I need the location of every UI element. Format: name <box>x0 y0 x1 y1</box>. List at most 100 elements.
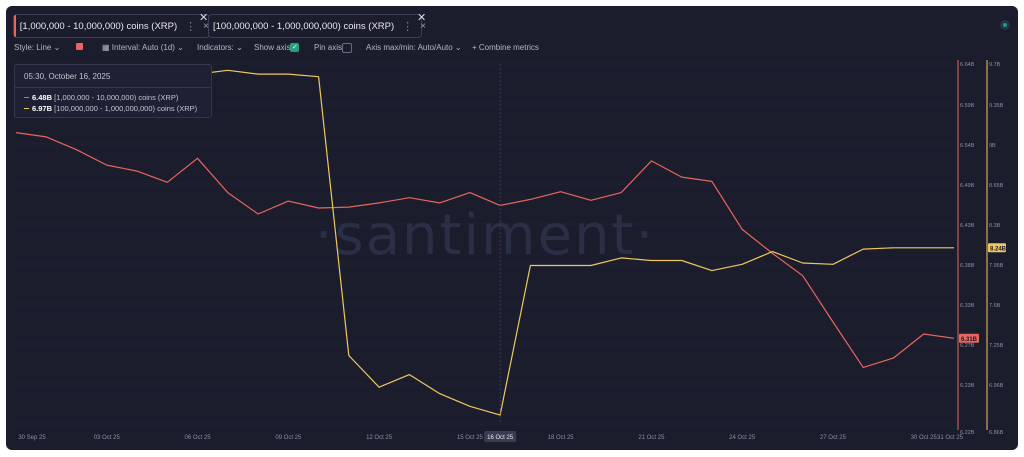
indicators-dropdown[interactable]: Indicators: ⌄ <box>197 43 243 52</box>
show-axis-toggle[interactable]: Show axis ✓ <box>254 43 300 52</box>
axis-maxmin-label: Axis max/min: Auto/Auto <box>366 43 453 52</box>
cursor-date-label: 16 Oct 25 <box>487 435 514 441</box>
data-point <box>166 181 168 183</box>
pin-axis-toggle[interactable]: Pin axis <box>314 43 353 53</box>
tooltip-value: 6.97B <box>32 104 53 113</box>
grid <box>16 63 954 425</box>
y-tick-label: 6.54B <box>960 143 975 149</box>
combine-metrics-button[interactable]: + Combine metrics <box>472 43 539 52</box>
indicators-label: Indicators: <box>197 43 234 52</box>
data-point <box>15 132 17 134</box>
y-tick-label: 8.65B <box>989 183 1004 189</box>
tooltip-row: 6.97B [100,000,000 - 1,000,000,000) coin… <box>24 104 197 113</box>
data-point <box>893 247 895 249</box>
y-tick-label: 6.22B <box>960 430 975 436</box>
settings-icon[interactable] <box>1000 20 1010 30</box>
data-point <box>378 386 380 388</box>
last-value-badge <box>988 243 1006 253</box>
data-point <box>681 260 683 262</box>
data-point <box>772 253 774 255</box>
metric-tab-2[interactable]: [100,000,000 - 1,000,000,000) coins (XRP… <box>208 14 426 38</box>
metric-tab-label: [100,000,000 - 1,000,000,000) coins (XRP… <box>213 20 395 32</box>
data-point <box>953 337 955 339</box>
data-point <box>560 191 562 193</box>
data-point <box>862 248 864 250</box>
data-point <box>832 263 834 265</box>
cursor-date-badge <box>484 431 517 442</box>
style-label: Style: Line <box>14 43 52 52</box>
data-point <box>257 213 259 215</box>
data-point <box>227 192 229 194</box>
data-point <box>802 275 804 277</box>
data-point <box>651 160 653 162</box>
interval-dropdown[interactable]: ▦ Interval: Auto (1d) ⌄ <box>102 43 184 52</box>
data-point <box>318 76 320 78</box>
hover-tooltip: 05:30, October 16, 2025 6.48B [1,000,000… <box>14 64 212 118</box>
series-line-1 <box>15 132 955 368</box>
show-axis-label: Show axis <box>254 43 291 52</box>
y-tick-label: 9.35B <box>989 103 1004 109</box>
data-point <box>711 181 713 183</box>
x-tick-label: 06 Oct 25 <box>185 435 212 441</box>
tooltip-row: 6.48B [1,000,000 - 10,000,000) coins (XR… <box>24 93 178 102</box>
data-point <box>348 206 350 208</box>
x-tick-label: 18 Oct 25 <box>548 435 575 441</box>
checkbox-empty-icon[interactable] <box>342 43 353 53</box>
y-tick-label: 7.95B <box>989 263 1004 269</box>
style-dropdown[interactable]: Style: Line ⌄ <box>14 43 61 52</box>
close-icon[interactable]: ✕ <box>199 12 209 24</box>
metric-color-bar <box>14 15 16 37</box>
close-icon[interactable]: ✕ <box>417 12 427 24</box>
data-point <box>106 164 108 166</box>
tooltip-date: 05:30, October 16, 2025 <box>24 72 111 81</box>
x-tick-label: 30 Oct 25 <box>911 435 938 441</box>
axis-maxmin-dropdown[interactable]: Axis max/min: Auto/Auto ⌄ <box>366 43 462 52</box>
more-options-icon[interactable]: ⋮ <box>402 20 414 33</box>
tooltip-label: [100,000,000 - 1,000,000,000) coins (XRP… <box>54 104 198 113</box>
data-point <box>408 374 410 376</box>
color-swatch-icon <box>76 43 83 50</box>
data-point <box>76 149 78 151</box>
tooltip-value: 6.48B <box>32 93 53 102</box>
y-tick-label: 6.33B <box>960 303 975 309</box>
tooltip-divider <box>15 87 211 88</box>
y-tick-label: 7.6B <box>989 303 1001 309</box>
more-options-icon[interactable]: ⋮ <box>185 20 197 33</box>
data-point <box>439 393 441 395</box>
y-tick-label: 6.59B <box>960 103 975 109</box>
chart-window: [1,000,000 - 10,000,000) coins (XRP) ⋮ ×… <box>6 6 1018 450</box>
data-point <box>499 414 501 416</box>
data-point <box>862 367 864 369</box>
data-point <box>439 202 441 204</box>
data-point <box>590 265 592 267</box>
data-point <box>560 265 562 267</box>
pin-axis-label: Pin axis <box>314 43 343 52</box>
y-tick-label: 6.27B <box>960 343 975 349</box>
data-point <box>408 197 410 199</box>
color-picker[interactable]: ⌄ <box>76 43 83 52</box>
last-value-label: 6.31B <box>961 337 978 343</box>
x-tick-label: 09 Oct 25 <box>275 435 302 441</box>
data-point <box>318 207 320 209</box>
y-tick-label: 6.86B <box>989 430 1004 436</box>
y-tick-label: 6.23B <box>960 383 975 389</box>
x-tick-label: 30 Sep 25 <box>18 435 46 441</box>
data-point <box>923 247 925 249</box>
data-point <box>711 270 713 272</box>
data-point <box>590 199 592 201</box>
remove-icon[interactable]: × <box>203 20 209 32</box>
x-tick-label: 31 Oct 25 <box>937 435 964 441</box>
y-tick-label: 6.96B <box>989 383 1004 389</box>
checkbox-checked-icon[interactable]: ✓ <box>290 43 300 52</box>
watermark: ·santiment· <box>315 203 656 268</box>
remove-icon[interactable]: × <box>420 20 426 32</box>
data-point <box>772 251 774 253</box>
data-point <box>681 176 683 178</box>
data-point <box>953 247 955 249</box>
x-tick-label: 27 Oct 25 <box>820 435 847 441</box>
tooltip-label: [1,000,000 - 10,000,000) coins (XRP) <box>54 93 179 102</box>
x-tick-label: 15 Oct 25 <box>457 435 484 441</box>
data-point <box>832 321 834 323</box>
metric-tab-1[interactable]: [1,000,000 - 10,000,000) coins (XRP) ⋮ × <box>13 14 210 38</box>
data-point <box>287 73 289 75</box>
